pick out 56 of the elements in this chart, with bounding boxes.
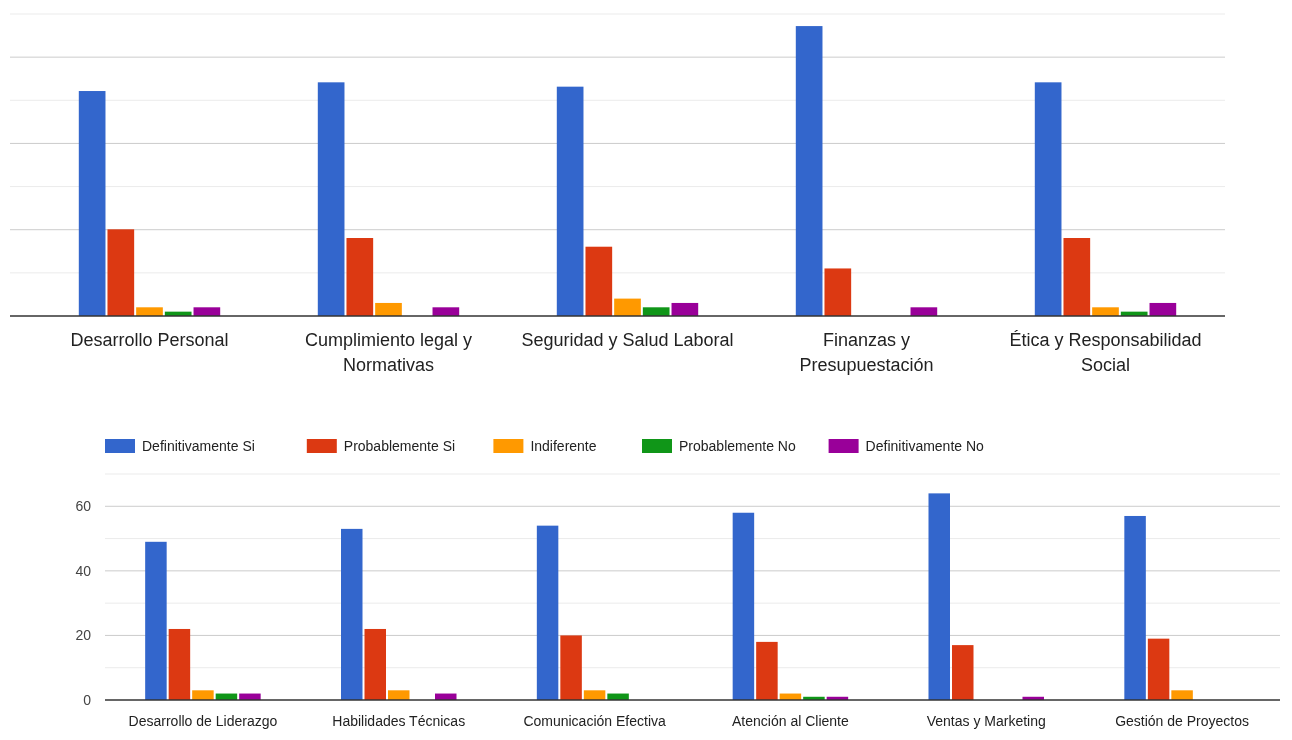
bar <box>642 307 670 316</box>
bar <box>432 307 460 316</box>
legend-label: Definitivamente Si <box>142 437 255 454</box>
legend-label: Probablemente Si <box>343 437 456 454</box>
bar <box>1034 82 1062 316</box>
bar <box>1124 515 1146 700</box>
x-tick-label: Habilidades Técnicas <box>332 713 466 729</box>
y-tick-label: 40 <box>75 562 92 579</box>
x-tick-label: Ventas y Marketing <box>926 713 1046 729</box>
bar <box>795 26 823 316</box>
x-tick-label: Gestión de Proyectos <box>1115 713 1250 729</box>
bar <box>585 246 613 316</box>
bar <box>560 635 582 700</box>
bar <box>341 528 363 700</box>
bar <box>346 238 374 316</box>
bar <box>107 229 135 316</box>
bar <box>78 91 106 316</box>
x-tick-label: Atención al Cliente <box>732 713 849 729</box>
bar <box>1171 690 1193 700</box>
y-tick-label: 0 <box>83 691 92 708</box>
x-tick-label: Ética y Responsabilidad Social <box>1009 330 1202 376</box>
bar <box>317 82 345 316</box>
x-tick-label: Cumplimiento legal y Normativas <box>304 330 473 376</box>
bar <box>614 298 641 316</box>
x-tick-label: Comunicación Efectiva <box>523 713 666 729</box>
bar <box>536 525 559 700</box>
legend-label: Indiferente <box>530 437 597 454</box>
bar <box>732 512 755 700</box>
bar <box>556 86 584 316</box>
bar <box>824 268 852 316</box>
bar <box>375 302 402 316</box>
bar <box>756 641 778 700</box>
bar <box>1147 638 1170 700</box>
x-tick-label: Desarrollo Personal <box>70 330 229 350</box>
bar <box>583 690 606 700</box>
bar <box>1149 302 1177 316</box>
bar <box>364 628 386 700</box>
y-tick-label: 20 <box>75 627 92 644</box>
bar <box>1063 238 1091 316</box>
bar <box>192 690 214 700</box>
bar <box>136 307 163 316</box>
legend-label: Definitivamente No <box>865 437 985 454</box>
bar <box>910 307 938 316</box>
x-tick-label: Finanzas y Presupuestación <box>799 330 934 376</box>
bar <box>168 628 191 700</box>
legend-label: Probablemente No <box>679 437 796 454</box>
bar <box>193 307 221 316</box>
bar <box>388 690 410 700</box>
bar <box>1092 307 1119 316</box>
bar <box>671 302 699 316</box>
x-tick-label: Seguridad y Salud Laboral <box>521 330 734 350</box>
y-tick-label: 60 <box>75 498 92 515</box>
bar <box>952 645 974 700</box>
bar <box>928 493 950 700</box>
bar <box>145 541 167 700</box>
x-tick-label: Desarrollo de Liderazgo <box>128 713 278 729</box>
